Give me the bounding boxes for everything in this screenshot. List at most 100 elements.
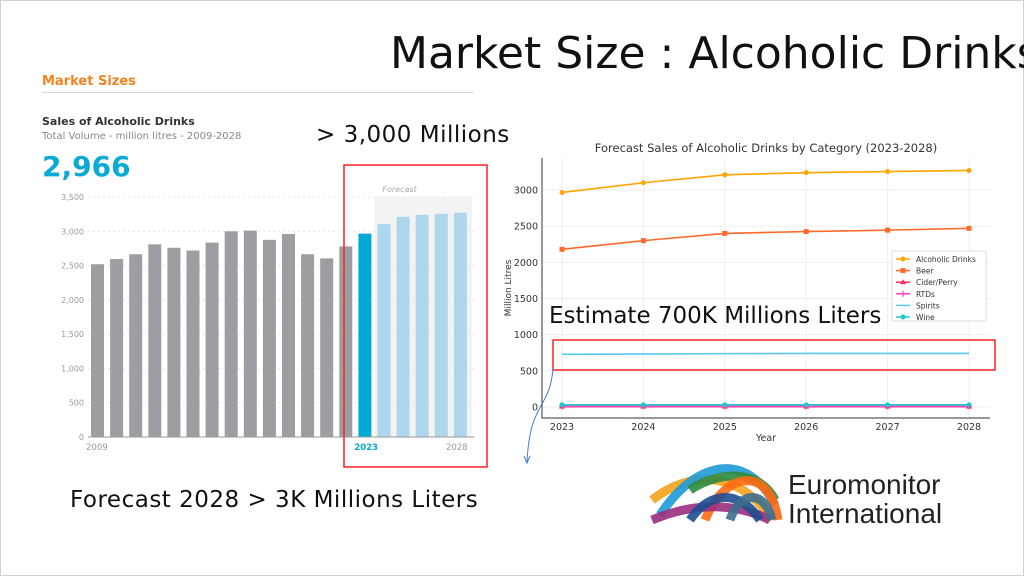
point	[885, 402, 891, 408]
point	[559, 246, 565, 252]
line-chart-title: Forecast Sales of Alcoholic Drinks by Ca…	[595, 141, 937, 155]
x-tick-last: 2028	[446, 443, 468, 453]
point	[640, 180, 646, 186]
bar-2011	[129, 254, 143, 437]
x-tick-label: 2026	[794, 422, 818, 433]
point	[803, 229, 809, 235]
y-tick-label: 1000	[514, 330, 538, 341]
slide-title: Market Size : Alcoholic Drinks	[390, 28, 1024, 79]
legend-label: Wine	[916, 313, 935, 322]
callout-top: > 3,000 Millions	[316, 122, 510, 148]
headline-value: 2,966	[42, 150, 131, 183]
point	[803, 170, 809, 176]
point	[885, 227, 891, 233]
bar-2027	[434, 213, 448, 437]
y-tick-label: 3,000	[61, 227, 84, 236]
y-tick-label: 1,000	[61, 364, 84, 373]
y-tick-label: 0	[532, 403, 538, 414]
bar-2021	[320, 258, 334, 437]
logo-arc	[725, 493, 777, 522]
point	[559, 402, 565, 408]
bar-2015	[205, 242, 219, 437]
x-tick-label: 2023	[550, 422, 574, 433]
bar-chart: Forecast 0 500 1,000 1,500 2,000 2,500 3,000 3,5…	[61, 185, 475, 453]
bar-2018	[262, 239, 276, 437]
point	[900, 279, 906, 285]
y-tick-label: 3,500	[61, 193, 84, 202]
logo-line2: International	[788, 498, 943, 529]
bar-2019	[282, 234, 295, 437]
arrow-head-icon	[523, 455, 531, 465]
point	[900, 256, 906, 262]
point	[966, 402, 972, 408]
bar-2017	[243, 230, 257, 437]
legend-label: Cider/Perry	[916, 278, 958, 287]
legend-label: RTDs	[916, 290, 935, 299]
x-axis-label: Year	[755, 433, 776, 444]
series-line-beer	[561, 227, 970, 251]
y-tick-label: 1,500	[61, 330, 84, 339]
forecast-label: Forecast	[382, 185, 417, 194]
legend-label: Alcoholic Drinks	[916, 255, 976, 264]
bar-2023	[358, 233, 372, 437]
y-tick-label: 2000	[514, 258, 538, 269]
y-tick-label: 500	[69, 399, 84, 408]
point	[722, 402, 728, 408]
point	[803, 402, 809, 408]
point	[966, 225, 972, 231]
point	[900, 268, 906, 274]
bar-2009	[91, 264, 104, 437]
logo-line1: Euromonitor	[788, 469, 941, 500]
y-tick-label: 1500	[514, 294, 538, 305]
x-tick-first: 2009	[86, 443, 108, 453]
logo-arc	[686, 493, 764, 523]
y-tick-label: 0	[79, 433, 84, 442]
arrow-connector	[526, 367, 554, 463]
chart-subtitle: Total Volume - million litres - 2009-202…	[42, 131, 242, 142]
annotations	[343, 164, 996, 468]
x-tick-label: 2024	[631, 422, 655, 433]
bar-2024	[377, 224, 391, 437]
point	[722, 230, 728, 236]
point	[900, 314, 906, 320]
legend-label: Spirits	[916, 301, 940, 310]
point	[559, 189, 565, 195]
point	[640, 402, 646, 408]
bar-2022	[339, 246, 353, 437]
bar-2025	[396, 216, 410, 437]
bar-2012	[148, 244, 162, 437]
section-divider	[42, 92, 474, 93]
highlight-box-spirits	[552, 339, 996, 371]
y-tick-label: 2,500	[61, 262, 84, 271]
series-line-alcoholic-drinks	[561, 169, 970, 194]
point	[966, 167, 972, 173]
y-tick-label: 500	[520, 366, 538, 377]
axes	[541, 158, 990, 419]
euromonitor-logo-icon	[649, 464, 783, 525]
logo-text: Euromonitor International	[788, 470, 942, 528]
x-tick-current: 2023	[354, 443, 378, 453]
y-tick-label: 3000	[514, 186, 538, 197]
section-heading: Market Sizes	[42, 74, 136, 89]
bar-2026	[415, 214, 429, 437]
bar-2016	[224, 231, 238, 437]
highlight-box-forecast	[343, 164, 488, 468]
point	[885, 169, 891, 175]
bar-2020	[301, 254, 315, 437]
bar-2010	[110, 259, 124, 437]
line-chart: Forecast Sales of Alcoholic Drinks by Ca…	[504, 141, 990, 444]
y-tick-label: 2500	[514, 222, 538, 233]
bar-2014	[186, 250, 200, 437]
x-tick-label: 2027	[876, 422, 900, 433]
bar-2028	[453, 212, 467, 437]
x-tick-label: 2025	[713, 422, 737, 433]
point	[722, 172, 728, 178]
bar-2013	[167, 247, 181, 437]
callout-bottom: Forecast 2028 > 3K Millions Liters	[70, 487, 479, 513]
legend-label: Beer	[916, 267, 934, 276]
legend-box	[891, 250, 987, 322]
x-tick-label: 2028	[957, 422, 981, 433]
y-tick-label: 2,000	[61, 296, 84, 305]
point	[900, 290, 906, 297]
